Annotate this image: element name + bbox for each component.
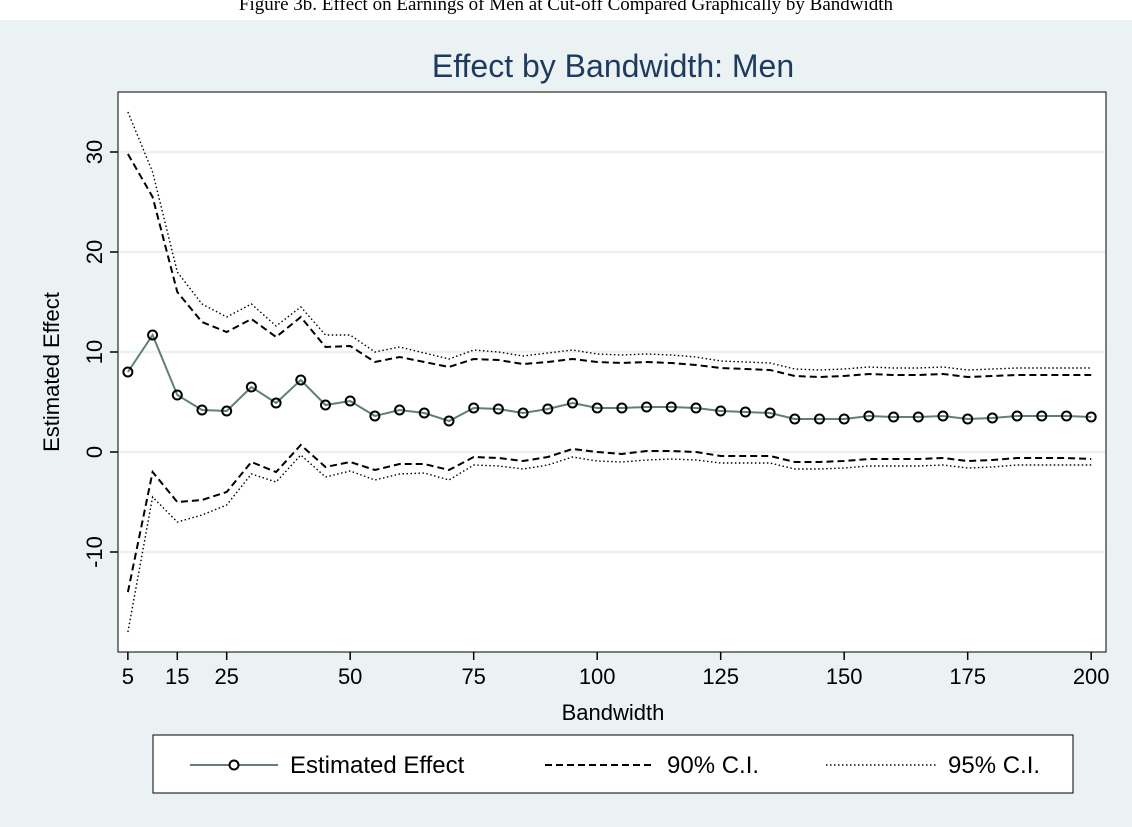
data-point [1036,410,1048,422]
data-point [641,401,653,413]
series-line-2 [126,443,1092,593]
data-point [344,395,356,407]
y-tick-label: 30 [82,140,107,164]
data-point [171,389,183,401]
y-tick-label: 20 [82,240,107,264]
data-point [245,381,257,393]
x-tick-label: 100 [579,664,616,689]
data-point [665,401,677,413]
x-tick-label: 200 [1073,664,1110,689]
series-line-4 [127,454,1092,633]
y-axis: -10 0 10 20 30 [82,140,118,568]
data-point [1011,410,1023,422]
y-tick-label: 0 [82,446,107,458]
x-axis-title: Bandwidth [562,700,665,725]
legend-label: Estimated Effect [290,752,465,779]
data-point [147,329,159,341]
data-point [443,415,455,427]
data-point [492,403,504,415]
legend-label: 95% C.I. [948,752,1040,779]
y-tick-label: -10 [82,536,107,568]
data-point [196,404,208,416]
data-point [715,405,727,417]
series-layer [122,111,1097,633]
data-point [616,402,628,414]
data-point [566,397,578,409]
data-point [838,413,850,425]
data-point [813,413,825,425]
data-point [394,404,406,416]
x-tick-label: 125 [702,664,739,689]
data-point [468,402,480,414]
data-point [962,413,974,425]
legend-label: 90% C.I. [667,752,759,779]
legend-marker [228,759,240,771]
data-point [912,411,924,423]
data-point [789,413,801,425]
x-tick-label: 175 [949,664,986,689]
data-point [295,374,307,386]
data-point [863,410,875,422]
data-point [369,410,381,422]
data-point [122,366,134,378]
data-point [270,397,282,409]
x-tick-label: 150 [826,664,863,689]
data-point [542,403,554,415]
series-line-1 [127,153,1092,379]
data-point [888,411,900,423]
series-line-0 [127,332,1092,423]
data-point [986,412,998,424]
data-point [739,406,751,418]
data-point [221,405,233,417]
x-axis: 5 15 25 50 75 100 125 150 175 200 [122,652,1110,689]
x-tick-label: 75 [461,664,485,689]
data-point [937,410,949,422]
data-point [1085,411,1097,423]
legend: Estimated Effect 90% C.I. 95% C.I. [152,734,1074,794]
data-point [517,407,529,419]
x-tick-label: 25 [214,664,238,689]
data-point [1060,410,1072,422]
page-caption: Figure 3b. Effect on Earnings of Men at … [238,0,894,15]
x-tick-label: 15 [165,664,189,689]
data-point [319,399,331,411]
data-point [591,402,603,414]
plot-area [117,91,1107,653]
series-line-3 [127,111,1092,371]
chart-title: Effect by Bandwidth: Men [432,48,794,84]
x-tick-label: 5 [122,664,134,689]
data-point [418,407,430,419]
x-tick-label: 50 [338,664,362,689]
data-point [690,402,702,414]
data-point [764,407,776,419]
gridlines [119,150,1105,554]
y-axis-title: Estimated Effect [39,292,64,452]
y-tick-label: 10 [82,340,107,364]
